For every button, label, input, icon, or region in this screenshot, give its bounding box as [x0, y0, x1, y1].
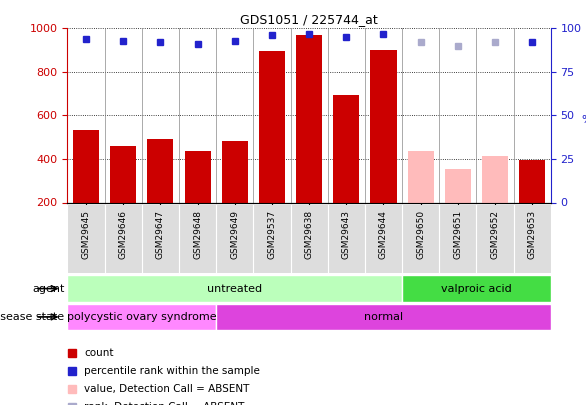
- Bar: [408, 151, 434, 202]
- Text: GSM29644: GSM29644: [379, 210, 388, 259]
- Text: GSM29649: GSM29649: [230, 210, 239, 259]
- Text: untreated: untreated: [207, 284, 263, 294]
- Bar: [222, 141, 248, 202]
- Text: valproic acid: valproic acid: [441, 284, 512, 294]
- Text: GSM29646: GSM29646: [119, 210, 128, 259]
- Bar: [519, 160, 545, 202]
- Bar: [402, 275, 551, 302]
- Bar: [147, 139, 173, 202]
- Text: rank, Detection Call = ABSENT: rank, Detection Call = ABSENT: [84, 402, 245, 405]
- Text: percentile rank within the sample: percentile rank within the sample: [84, 366, 260, 375]
- Text: GSM29648: GSM29648: [193, 210, 202, 259]
- Text: disease state: disease state: [0, 312, 64, 322]
- Text: normal: normal: [364, 312, 403, 322]
- Bar: [110, 146, 136, 202]
- Bar: [259, 51, 285, 202]
- Text: GSM29650: GSM29650: [416, 210, 425, 259]
- Bar: [482, 156, 508, 202]
- Bar: [445, 169, 471, 202]
- Bar: [67, 275, 402, 302]
- Bar: [67, 304, 216, 330]
- Text: GSM29645: GSM29645: [81, 210, 90, 259]
- Text: count: count: [84, 347, 114, 358]
- Bar: [216, 304, 551, 330]
- Bar: [370, 50, 397, 202]
- Text: GSM29652: GSM29652: [490, 210, 499, 259]
- Text: GSM29638: GSM29638: [305, 210, 314, 259]
- Text: agent: agent: [32, 284, 64, 294]
- Bar: [296, 35, 322, 202]
- Bar: [333, 95, 359, 202]
- Text: polycystic ovary syndrome: polycystic ovary syndrome: [67, 312, 217, 322]
- Text: GSM29653: GSM29653: [528, 210, 537, 259]
- Title: GDS1051 / 225744_at: GDS1051 / 225744_at: [240, 13, 378, 26]
- Text: GSM29537: GSM29537: [267, 210, 277, 259]
- Bar: [73, 130, 99, 202]
- Bar: [185, 151, 210, 202]
- Y-axis label: %: %: [582, 115, 586, 126]
- Text: value, Detection Call = ABSENT: value, Detection Call = ABSENT: [84, 384, 250, 394]
- Text: GSM29643: GSM29643: [342, 210, 351, 259]
- Text: GSM29647: GSM29647: [156, 210, 165, 259]
- Text: GSM29651: GSM29651: [454, 210, 462, 259]
